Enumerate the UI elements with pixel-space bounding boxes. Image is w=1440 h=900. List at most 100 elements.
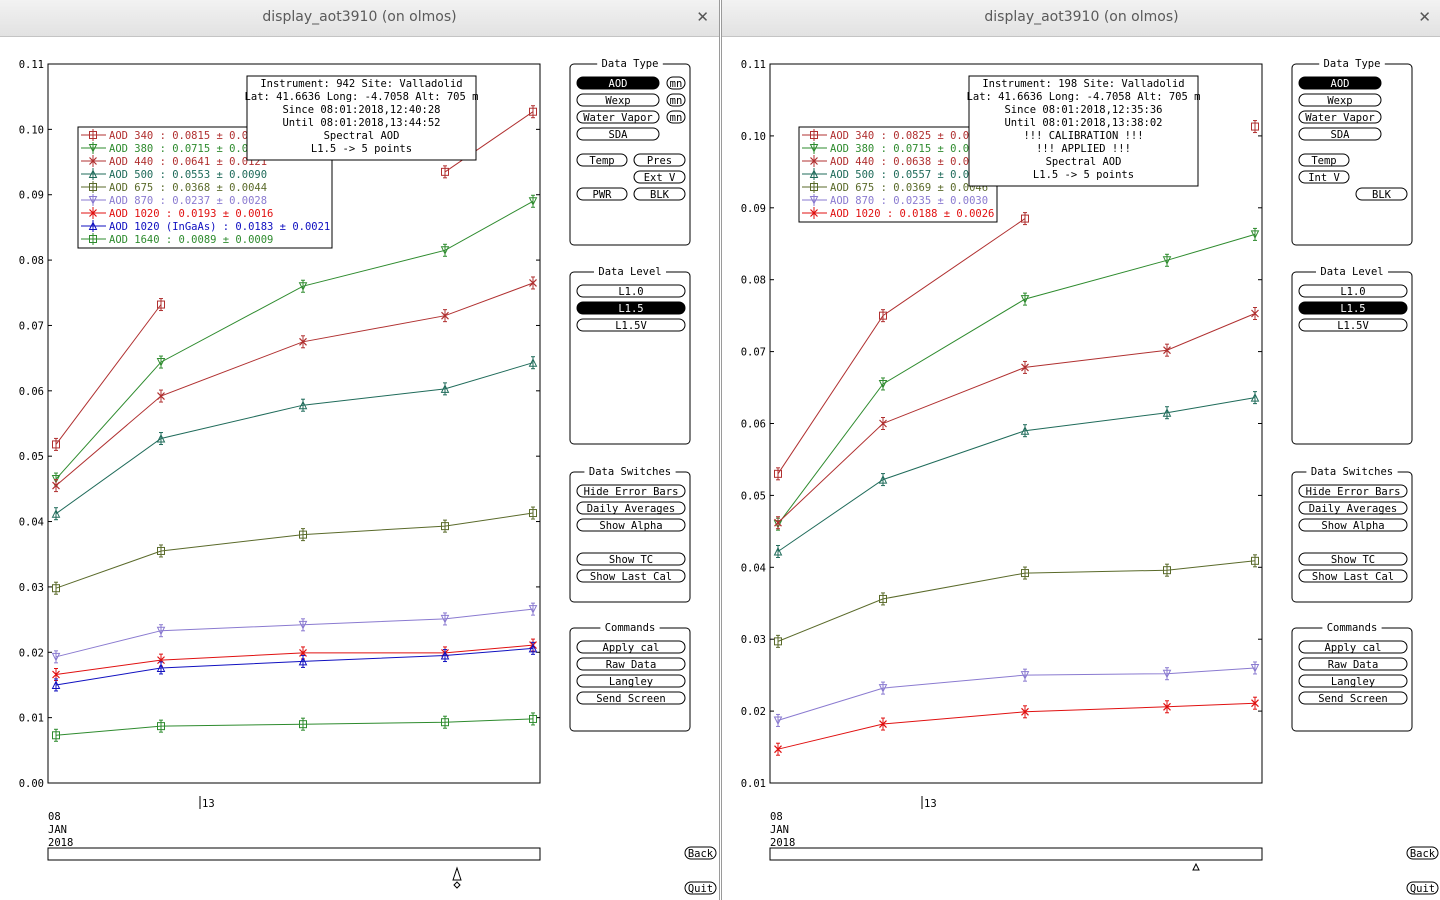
- level-l10-button-frame[interactable]: [576, 284, 686, 298]
- level-l15-button-frame[interactable]: [576, 301, 686, 315]
- wexp-mn-button-frame[interactable]: [666, 93, 686, 107]
- hide-error-bars-button-frame[interactable]: [576, 484, 686, 498]
- blk-button-frame[interactable]: [633, 187, 686, 201]
- sda-button-frame[interactable]: [576, 127, 660, 141]
- quit-button-frame[interactable]: [1406, 881, 1439, 895]
- level-l10-button[interactable]: L1.0: [1298, 284, 1408, 298]
- aod-button-frame[interactable]: [576, 76, 660, 90]
- send-screen-button-frame[interactable]: [576, 691, 686, 705]
- aod-button-frame[interactable]: [1298, 76, 1382, 90]
- send-screen-button-frame[interactable]: [1298, 691, 1408, 705]
- langley-button[interactable]: Langley: [576, 674, 686, 688]
- water-vapor-button-frame[interactable]: [576, 110, 660, 124]
- close-icon[interactable]: ✕: [1418, 8, 1431, 26]
- hide-error-bars-button[interactable]: Hide Error Bars: [576, 484, 686, 498]
- level-l15-button[interactable]: L1.5: [576, 301, 686, 315]
- blk-button[interactable]: BLK: [1355, 187, 1408, 201]
- sda-button[interactable]: SDA: [576, 127, 660, 141]
- back-button[interactable]: Back: [1406, 846, 1439, 860]
- daily-averages-button[interactable]: Daily Averages: [576, 501, 686, 515]
- show-last-cal-button[interactable]: Show Last Cal: [1298, 569, 1408, 583]
- send-screen-button[interactable]: Send Screen: [576, 691, 686, 705]
- wexp-button-frame[interactable]: [576, 93, 660, 107]
- level-l15v-button[interactable]: L1.5V: [1298, 318, 1408, 332]
- aod-button[interactable]: AOD: [1298, 76, 1382, 90]
- level-l10-button[interactable]: L1.0: [576, 284, 686, 298]
- wexp-button-frame[interactable]: [1298, 93, 1382, 107]
- temp-button[interactable]: Temp: [576, 153, 628, 167]
- wexp-button[interactable]: Wexp: [1298, 93, 1382, 107]
- int-v-button[interactable]: Int V: [1298, 170, 1350, 184]
- show-tc-button[interactable]: Show TC: [1298, 552, 1408, 566]
- ext-v-button[interactable]: Ext V: [633, 170, 686, 184]
- show-last-cal-button-frame[interactable]: [1298, 569, 1408, 583]
- sda-button[interactable]: SDA: [1298, 127, 1382, 141]
- water-vapor-mn-button[interactable]: mn: [666, 110, 686, 124]
- time-scrollbar[interactable]: [769, 847, 1263, 861]
- show-alpha-button-frame[interactable]: [576, 518, 686, 532]
- daily-averages-button-frame[interactable]: [576, 501, 686, 515]
- ext-v-button-frame[interactable]: [633, 170, 686, 184]
- blk-button[interactable]: BLK: [633, 187, 686, 201]
- water-vapor-mn-button-frame[interactable]: [666, 110, 686, 124]
- show-alpha-button[interactable]: Show Alpha: [1298, 518, 1408, 532]
- daily-averages-button[interactable]: Daily Averages: [1298, 501, 1408, 515]
- aod-mn-button[interactable]: mn: [666, 76, 686, 90]
- time-slider-icon[interactable]: [1192, 862, 1200, 871]
- level-l15v-button[interactable]: L1.5V: [576, 318, 686, 332]
- time-cursor-icon[interactable]: [453, 881, 461, 889]
- temp-button-frame[interactable]: [1298, 153, 1350, 167]
- apply-cal-button[interactable]: Apply cal: [1298, 640, 1408, 654]
- raw-data-button-frame[interactable]: [576, 657, 686, 671]
- show-alpha-button[interactable]: Show Alpha: [576, 518, 686, 532]
- send-screen-button[interactable]: Send Screen: [1298, 691, 1408, 705]
- aod-mn-button-frame[interactable]: [666, 76, 686, 90]
- level-l15v-button-frame[interactable]: [576, 318, 686, 332]
- show-tc-button[interactable]: Show TC: [576, 552, 686, 566]
- blk-button-frame[interactable]: [1355, 187, 1408, 201]
- pwr-button-frame[interactable]: [576, 187, 628, 201]
- temp-button[interactable]: Temp: [1298, 153, 1350, 167]
- hide-error-bars-button[interactable]: Hide Error Bars: [1298, 484, 1408, 498]
- langley-button-frame[interactable]: [1298, 674, 1408, 688]
- raw-data-button[interactable]: Raw Data: [576, 657, 686, 671]
- sda-button-frame[interactable]: [1298, 127, 1382, 141]
- wexp-button[interactable]: Wexp: [576, 93, 660, 107]
- level-l15-button[interactable]: L1.5: [1298, 301, 1408, 315]
- apply-cal-button-frame[interactable]: [1298, 640, 1408, 654]
- hide-error-bars-button-frame[interactable]: [1298, 484, 1408, 498]
- water-vapor-button[interactable]: Water Vapor: [1298, 110, 1382, 124]
- apply-cal-button[interactable]: Apply cal: [576, 640, 686, 654]
- wexp-mn-button[interactable]: mn: [666, 93, 686, 107]
- show-tc-button-frame[interactable]: [576, 552, 686, 566]
- temp-button-frame[interactable]: [576, 153, 628, 167]
- langley-button-frame[interactable]: [576, 674, 686, 688]
- int-v-button-frame[interactable]: [1298, 170, 1350, 184]
- level-l15v-button-frame[interactable]: [1298, 318, 1408, 332]
- back-button[interactable]: Back: [684, 846, 717, 860]
- water-vapor-button-frame[interactable]: [1298, 110, 1382, 124]
- raw-data-button[interactable]: Raw Data: [1298, 657, 1408, 671]
- level-l15-button-frame[interactable]: [1298, 301, 1408, 315]
- show-alpha-button-frame[interactable]: [1298, 518, 1408, 532]
- pres-button-frame[interactable]: [633, 153, 686, 167]
- langley-button[interactable]: Langley: [1298, 674, 1408, 688]
- back-button-frame[interactable]: [1406, 846, 1439, 860]
- close-icon[interactable]: ✕: [696, 8, 709, 26]
- show-last-cal-button-frame[interactable]: [576, 569, 686, 583]
- level-l10-button-frame[interactable]: [1298, 284, 1408, 298]
- water-vapor-button[interactable]: Water Vapor: [576, 110, 660, 124]
- quit-button[interactable]: Quit: [684, 881, 717, 895]
- apply-cal-button-frame[interactable]: [576, 640, 686, 654]
- back-button-frame[interactable]: [684, 846, 717, 860]
- time-scrollbar[interactable]: [47, 847, 541, 861]
- time-slider-icon[interactable]: [452, 866, 462, 881]
- aod-button[interactable]: AOD: [576, 76, 660, 90]
- quit-button[interactable]: Quit: [1406, 881, 1439, 895]
- raw-data-button-frame[interactable]: [1298, 657, 1408, 671]
- pres-button[interactable]: Pres: [633, 153, 686, 167]
- daily-averages-button-frame[interactable]: [1298, 501, 1408, 515]
- show-tc-button-frame[interactable]: [1298, 552, 1408, 566]
- quit-button-frame[interactable]: [684, 881, 717, 895]
- pwr-button[interactable]: PWR: [576, 187, 628, 201]
